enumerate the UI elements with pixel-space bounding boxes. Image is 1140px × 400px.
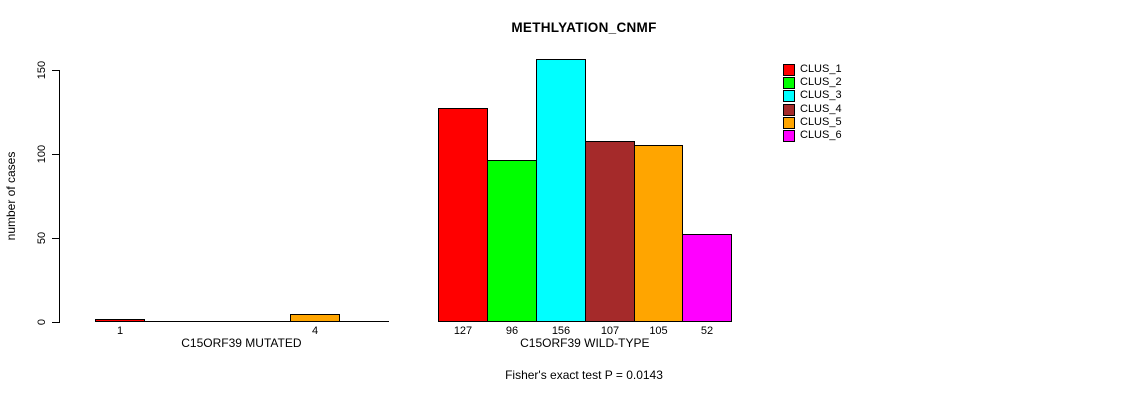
x-axis-group-label-c15orf39-mutated: C15ORF39 MUTATED: [181, 336, 302, 350]
bar-value-label: 1: [116, 325, 124, 337]
legend-swatch-clus-5: [783, 116, 795, 129]
bar-c15orf39-wild-type-clus-4: [585, 141, 635, 322]
y-axis-tick: [52, 70, 59, 71]
bar-c15orf39-mutated-clus-5: [290, 314, 340, 322]
bar-value-label: 107: [600, 325, 620, 337]
legend-label-clus-4: CLUS_4: [800, 102, 842, 115]
bar-c15orf39-wild-type-clus-5: [634, 145, 683, 322]
bar-value-label: 127: [453, 325, 473, 337]
bar-c15orf39-mutated-clus-6: [339, 320, 389, 322]
legend-swatch-clus-2: [783, 77, 795, 90]
bar-c15orf39-wild-type-clus-1: [438, 108, 488, 322]
legend-label-clus-5: CLUS_5: [800, 115, 842, 128]
y-axis-tick-label: 0: [36, 318, 48, 326]
bar-c15orf39-wild-type-clus-2: [487, 160, 537, 322]
y-axis-tick: [52, 322, 59, 323]
annotation-fisher-test: Fisher's exact test P = 0.0143: [505, 368, 663, 382]
bar-c15orf39-mutated-clus-2: [144, 320, 194, 322]
bar-c15orf39-wild-type-clus-3: [536, 59, 586, 322]
bar-c15orf39-mutated-clus-3: [193, 320, 242, 322]
bar-value-label: 96: [505, 325, 519, 337]
bar-c15orf39-wild-type-clus-6: [682, 234, 732, 322]
legend-swatch-clus-4: [783, 103, 795, 116]
y-axis-tick: [52, 238, 59, 239]
y-axis-title: number of cases: [4, 151, 18, 241]
legend-label-clus-1: CLUS_1: [800, 63, 842, 75]
legend-swatch-clus-3: [783, 90, 795, 103]
y-axis-tick-label: 100: [36, 144, 48, 164]
y-axis-line: [59, 70, 60, 323]
legend-label-clus-3: CLUS_3: [800, 89, 842, 102]
legend-label-clus-6: CLUS_6: [800, 129, 842, 141]
bar-value-label: 105: [649, 325, 668, 337]
legend-label-clus-2: CLUS_2: [800, 76, 842, 89]
legend-swatch-clus-6: [783, 130, 795, 142]
bar-value-label: 156: [551, 325, 571, 337]
y-axis-tick-label: 150: [36, 60, 48, 80]
y-axis-tick: [52, 154, 59, 155]
bar-c15orf39-mutated-clus-1: [95, 319, 145, 322]
x-axis-group-label-c15orf39-wild-type: C15ORF39 WILD-TYPE: [520, 336, 650, 350]
y-axis-tick-label: 50: [36, 231, 48, 245]
legend-swatch-clus-1: [783, 64, 795, 76]
chart-title: METHLYATION_CNMF: [511, 20, 657, 35]
bar-value-label: 4: [311, 325, 319, 337]
bar-value-label: 52: [700, 325, 714, 337]
bar-c15orf39-mutated-clus-4: [241, 320, 291, 322]
